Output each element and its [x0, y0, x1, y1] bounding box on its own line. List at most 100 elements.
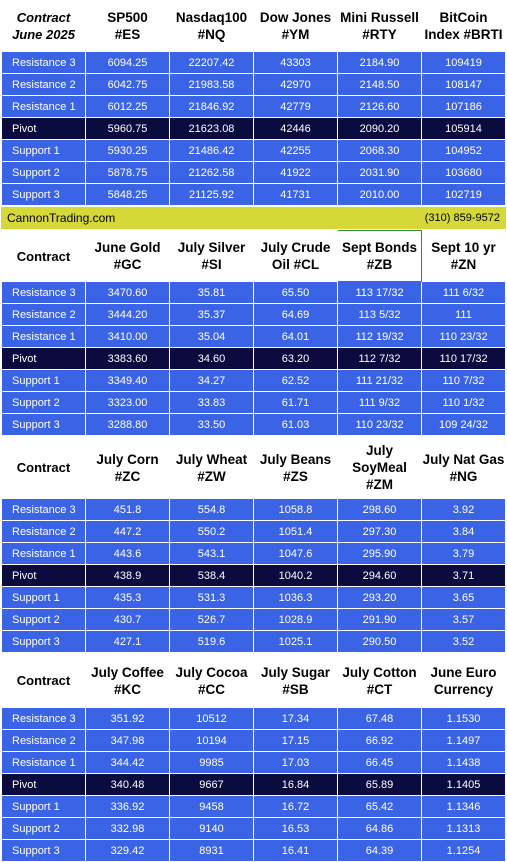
header-row: Contract June 2025 SP500 #ES Nasdaq100 #…: [1, 0, 506, 52]
level-value: 1040.2: [253, 564, 338, 587]
section-grains-table: Contract July Corn #ZC July Wheat #ZW Ju…: [1, 436, 506, 653]
section-softs-currency-table: Contract July Coffee #KC July Cocoa #CC …: [1, 653, 506, 862]
header-cell: July Crude Oil #CL: [253, 230, 338, 282]
level-value: 108147: [421, 73, 506, 96]
header-cell: June Euro Currency: [421, 653, 506, 708]
level-value: 5848.25: [85, 183, 170, 206]
level-value: 42255: [253, 139, 338, 162]
level-value: 3.84: [421, 520, 506, 543]
level-value: 336.92: [85, 795, 170, 818]
level-value: 1025.1: [253, 630, 338, 653]
header-cell-selected[interactable]: Sept Bonds #ZB: [337, 230, 422, 282]
level-value: 41731: [253, 183, 338, 206]
level-value: 9667: [169, 773, 254, 796]
level-value: 543.1: [169, 542, 254, 565]
level-value: 5960.75: [85, 117, 170, 140]
row-label: Resistance 1: [1, 751, 86, 774]
level-value: 21983.58: [169, 73, 254, 96]
level-value: 6012.25: [85, 95, 170, 118]
level-value: 105914: [421, 117, 506, 140]
row-label: Support 1: [1, 139, 86, 162]
row-label: Resistance 1: [1, 542, 86, 565]
level-value: 1.1438: [421, 751, 506, 774]
level-value: 17.34: [253, 707, 338, 730]
level-value: 3.79: [421, 542, 506, 565]
level-value: 112 7/32: [337, 347, 422, 370]
row-label: Support 3: [1, 413, 86, 436]
header-text: Contract: [16, 460, 71, 475]
level-value: 554.8: [169, 498, 254, 521]
level-value: 61.71: [253, 391, 338, 414]
level-value: 110 23/32: [421, 325, 506, 348]
header-cell: July Nat Gas #NG: [421, 436, 506, 499]
level-value: 61.03: [253, 413, 338, 436]
level-value: 41922: [253, 161, 338, 184]
pivot-row: Pivot 3383.60 34.60 63.20 112 7/32 110 17/32: [1, 347, 506, 370]
level-value: 519.6: [169, 630, 254, 653]
level-value: 2090.20: [337, 117, 422, 140]
level-value: 332.98: [85, 817, 170, 840]
level-value: 42446: [253, 117, 338, 140]
header-cell: July Cocoa #CC: [169, 653, 254, 708]
header-text: Contract: [16, 673, 71, 688]
level-value: 435.3: [85, 586, 170, 609]
header-cell: June Gold #GC: [85, 230, 170, 282]
header-text: Sept Bonds #ZB: [341, 240, 417, 272]
level-value: 3444.20: [85, 303, 170, 326]
level-value: 443.6: [85, 542, 170, 565]
row-label: Support 2: [1, 608, 86, 631]
header-text: Dow Jones #YM: [259, 10, 332, 42]
level-value: 102719: [421, 183, 506, 206]
header-text: July Crude Oil #CL: [260, 240, 331, 272]
level-value: 6042.75: [85, 73, 170, 96]
level-value: 3410.00: [85, 325, 170, 348]
level-value: 110 23/32: [337, 413, 422, 436]
level-value: 10512: [169, 707, 254, 730]
header-cell: Dow Jones #YM: [253, 0, 338, 52]
level-value: 293.20: [337, 586, 422, 609]
header-cell: July SoyMeal #ZM: [337, 436, 422, 499]
level-value: 351.92: [85, 707, 170, 730]
level-value: 64.86: [337, 817, 422, 840]
level-value: 438.9: [85, 564, 170, 587]
level-value: 451.8: [85, 498, 170, 521]
table-row: Support 3 427.1 519.6 1025.1 290.50 3.52: [1, 630, 506, 653]
level-value: 35.04: [169, 325, 254, 348]
header-text: July Cotton #CT: [342, 664, 417, 697]
table-row: Resistance 1 443.6 543.1 1047.6 295.90 3.79: [1, 542, 506, 565]
section-body: Resistance 3 6094.25 22207.42 43303 2184.90 1…: [1, 51, 506, 206]
row-label: Support 1: [1, 795, 86, 818]
level-value: 113 17/32: [337, 281, 422, 304]
level-value: 347.98: [85, 729, 170, 752]
row-label: Resistance 1: [1, 325, 86, 348]
level-value: 35.81: [169, 281, 254, 304]
row-label: Resistance 2: [1, 520, 86, 543]
header-cell: BitCoin Index #BRTI: [421, 0, 506, 52]
level-value: 340.48: [85, 773, 170, 796]
row-label: Resistance 2: [1, 729, 86, 752]
level-value: 3383.60: [85, 347, 170, 370]
header-text: July Corn #ZC: [96, 451, 159, 484]
level-value: 295.90: [337, 542, 422, 565]
row-label: Support 1: [1, 586, 86, 609]
header-text: July SoyMeal #ZM: [352, 443, 407, 492]
row-label: Resistance 2: [1, 303, 86, 326]
level-value: 1.1530: [421, 707, 506, 730]
header-cell: Contract: [1, 436, 86, 499]
level-value: 329.42: [85, 839, 170, 862]
pivot-row: Pivot 340.48 9667 16.84 65.89 1.1405: [1, 773, 506, 796]
header-text: Mini Russell #RTY: [340, 10, 419, 42]
table-row: Support 1 3349.40 34.27 62.52 111 21/32 110 7…: [1, 369, 506, 392]
table-row: Resistance 3 6094.25 22207.42 43303 2184.90 1…: [1, 51, 506, 74]
level-value: 5930.25: [85, 139, 170, 162]
level-value: 1.1313: [421, 817, 506, 840]
level-value: 110 1/32: [421, 391, 506, 414]
website-link[interactable]: CannonTrading.com: [7, 211, 116, 225]
header-cell: July Beans #ZS: [253, 436, 338, 499]
header-text: SP500 #ES: [107, 10, 148, 42]
level-value: 1.1405: [421, 773, 506, 796]
level-value: 65.89: [337, 773, 422, 796]
header-text: July Sugar #SB: [260, 664, 331, 697]
level-value: 294.60: [337, 564, 422, 587]
